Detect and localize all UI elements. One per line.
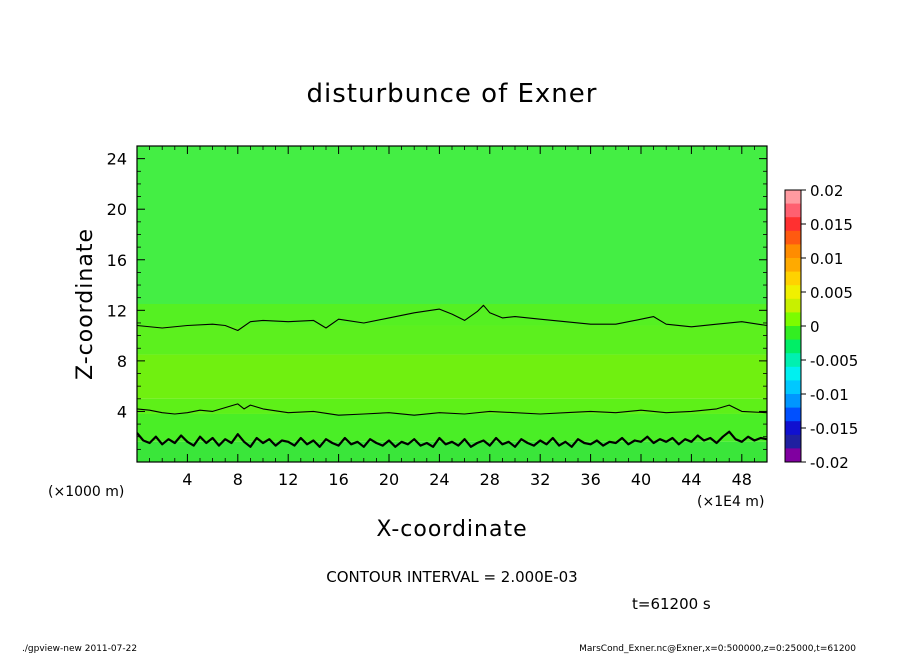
colorbar-label: -0.01 — [810, 386, 849, 404]
y-tick-label: 4 — [117, 402, 127, 421]
field-band — [137, 413, 767, 442]
source-info: MarsCond_Exner.nc@Exner,x=0:500000,z=0:2… — [579, 644, 856, 654]
colorbar-labels: 0.02 0.015 0.01 0.005 0 -0.005 -0.01 -0.015 -0.0… — [801, 182, 858, 472]
field-band — [137, 441, 767, 462]
x-tick-label: 44 — [681, 470, 701, 489]
colorbar-swatch — [785, 217, 801, 232]
x-tick-label: 8 — [233, 470, 243, 489]
chart-title: disturbunce of Exner — [307, 79, 598, 109]
time-label: t=61200 s — [632, 595, 711, 613]
x-tick-label: 20 — [379, 470, 399, 489]
field-band — [137, 146, 767, 304]
contour-lines — [137, 304, 767, 448]
contour-interval-text: CONTOUR INTERVAL = 2.000E-03 — [326, 568, 577, 586]
contour-line — [137, 430, 767, 448]
y-unit-label: (×1000 m) — [48, 484, 124, 500]
colorbar-swatch — [785, 339, 801, 354]
colorbar-label: -0.005 — [810, 352, 858, 370]
x-tick-label: 48 — [732, 470, 752, 489]
x-axis-label: X-coordinate — [376, 517, 527, 542]
y-tick-label: 24 — [107, 150, 127, 169]
colorbar-swatch — [785, 366, 801, 381]
colorbar-swatch — [785, 421, 801, 436]
x-axis: 4 8 12 16 20 24 28 32 36 40 44 48 — [149, 146, 755, 489]
contour-line — [137, 403, 767, 416]
x-tick-label: 40 — [631, 470, 651, 489]
colorbar-swatch — [785, 326, 801, 341]
x-tick-label: 24 — [429, 470, 449, 489]
colorbar-swatch — [785, 448, 801, 463]
x-tick-label: 16 — [328, 470, 348, 489]
colorbar-swatch — [785, 434, 801, 449]
colorbar-swatch — [785, 394, 801, 409]
colorbar-label: -0.015 — [810, 420, 858, 438]
field-bands — [137, 146, 767, 462]
colorbar-swatch — [785, 353, 801, 368]
colorbar — [784, 189, 802, 463]
x-tick-label: 12 — [278, 470, 298, 489]
y-tick-label: 16 — [107, 251, 127, 270]
x-tick-label: 32 — [530, 470, 550, 489]
contour-line — [137, 304, 767, 332]
field-band — [137, 325, 767, 355]
x-tick-label: 28 — [480, 470, 500, 489]
colorbar-label: 0 — [810, 318, 820, 336]
x-unit-label: (×1E4 m) — [697, 494, 764, 510]
colorbar-label: -0.02 — [810, 454, 849, 472]
field-band — [137, 304, 767, 326]
colorbar-swatch — [785, 230, 801, 245]
field-band — [137, 398, 767, 414]
field-band — [137, 354, 767, 399]
colorbar-label: 0.005 — [810, 284, 853, 302]
colorbar-swatch — [785, 203, 801, 218]
y-tick-label: 20 — [107, 200, 127, 219]
colorbar-swatch — [785, 244, 801, 259]
colorbar-swatch — [785, 190, 801, 205]
y-tick-label: 8 — [117, 352, 127, 371]
x-tick-label: 36 — [580, 470, 600, 489]
colorbar-swatch — [785, 271, 801, 286]
colorbar-swatch — [785, 298, 801, 313]
y-tick-label: 12 — [107, 301, 127, 320]
colorbar-swatch — [785, 285, 801, 300]
colorbar-swatch — [785, 407, 801, 422]
colorbar-swatch — [785, 312, 801, 327]
colorbar-label: 0.01 — [810, 250, 843, 268]
x-tick-label: 4 — [182, 470, 192, 489]
colorbar-swatch — [785, 380, 801, 395]
colorbar-label: 0.02 — [810, 182, 843, 200]
y-axis: 4 8 12 16 20 24 — [107, 150, 767, 450]
program-info: ./gpview-new 2011-07-22 — [22, 644, 137, 654]
colorbar-swatch — [785, 258, 801, 273]
y-axis-label: Z-coordinate — [73, 228, 98, 380]
colorbar-label: 0.015 — [810, 216, 853, 234]
